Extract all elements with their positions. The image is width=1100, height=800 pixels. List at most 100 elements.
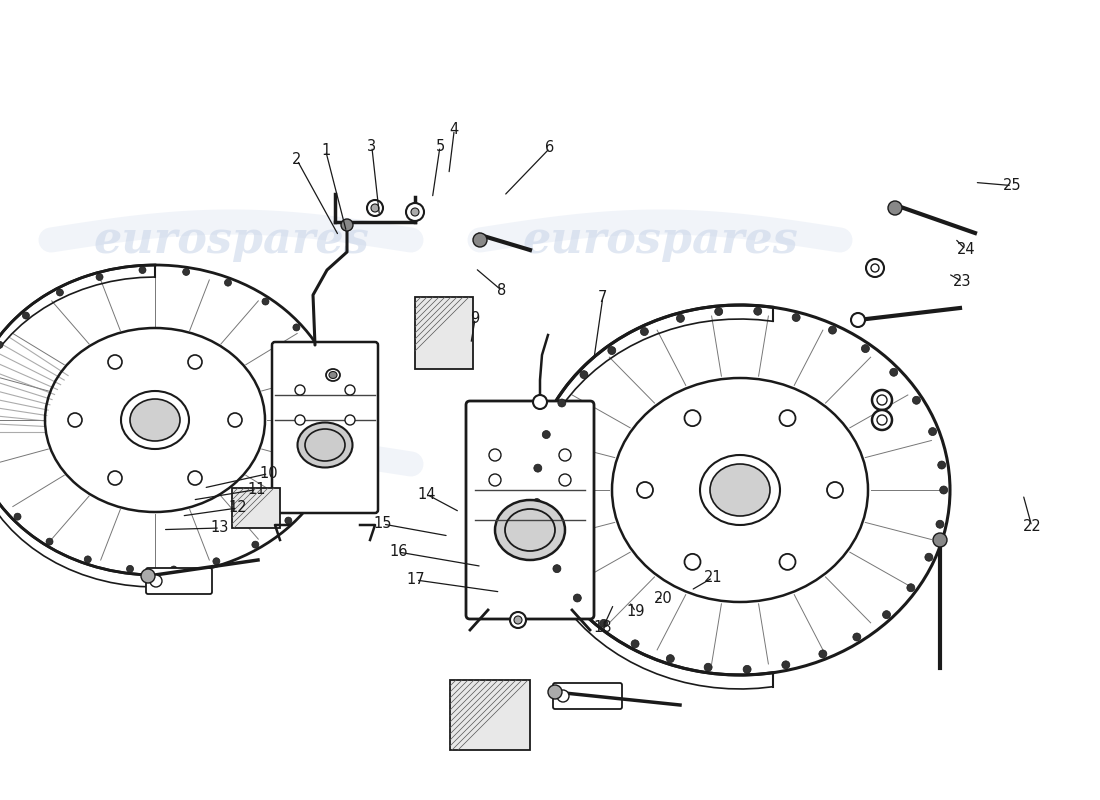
- Ellipse shape: [329, 371, 337, 378]
- Circle shape: [827, 482, 843, 498]
- Ellipse shape: [297, 422, 352, 467]
- Circle shape: [14, 513, 21, 520]
- Circle shape: [68, 413, 82, 427]
- Text: 11: 11: [248, 482, 265, 497]
- Circle shape: [411, 208, 419, 216]
- Circle shape: [316, 355, 322, 362]
- Circle shape: [637, 482, 653, 498]
- Circle shape: [295, 415, 305, 425]
- Circle shape: [150, 575, 162, 587]
- Circle shape: [684, 410, 701, 426]
- Circle shape: [534, 464, 542, 472]
- Circle shape: [341, 219, 353, 231]
- Ellipse shape: [530, 305, 950, 675]
- Text: 1: 1: [321, 143, 330, 158]
- Text: eurospares: eurospares: [522, 442, 798, 486]
- Circle shape: [473, 233, 487, 247]
- Circle shape: [85, 556, 91, 563]
- Circle shape: [139, 266, 146, 274]
- Circle shape: [866, 259, 884, 277]
- Circle shape: [345, 415, 355, 425]
- Circle shape: [542, 430, 550, 438]
- Circle shape: [782, 661, 790, 669]
- Circle shape: [559, 474, 571, 486]
- Circle shape: [861, 345, 869, 353]
- Circle shape: [228, 413, 242, 427]
- Circle shape: [744, 666, 751, 674]
- Text: 13: 13: [211, 521, 229, 535]
- Circle shape: [557, 690, 569, 702]
- Circle shape: [715, 307, 723, 315]
- Text: eurospares: eurospares: [94, 442, 368, 486]
- Circle shape: [631, 640, 639, 648]
- Circle shape: [704, 663, 712, 671]
- Ellipse shape: [326, 369, 340, 381]
- Ellipse shape: [495, 500, 565, 560]
- Circle shape: [640, 327, 648, 335]
- Circle shape: [933, 533, 947, 547]
- Text: eurospares: eurospares: [94, 218, 368, 262]
- Text: 3: 3: [367, 139, 376, 154]
- Circle shape: [326, 453, 332, 460]
- Circle shape: [559, 449, 571, 461]
- Circle shape: [828, 326, 836, 334]
- Circle shape: [676, 314, 684, 322]
- Circle shape: [925, 554, 933, 562]
- Circle shape: [553, 565, 561, 573]
- Circle shape: [295, 385, 305, 395]
- Circle shape: [539, 533, 547, 541]
- Circle shape: [262, 298, 270, 305]
- Circle shape: [818, 650, 827, 658]
- Circle shape: [882, 610, 891, 618]
- Circle shape: [510, 612, 526, 628]
- Circle shape: [224, 279, 231, 286]
- Circle shape: [188, 355, 202, 369]
- Circle shape: [608, 346, 616, 354]
- Circle shape: [580, 370, 588, 378]
- Text: 24: 24: [957, 242, 975, 257]
- Ellipse shape: [710, 464, 770, 516]
- Text: 15: 15: [374, 517, 392, 531]
- Text: 12: 12: [229, 501, 246, 515]
- Circle shape: [406, 203, 424, 221]
- Circle shape: [851, 313, 865, 327]
- Circle shape: [0, 342, 3, 348]
- Circle shape: [490, 474, 500, 486]
- Circle shape: [852, 633, 861, 641]
- Circle shape: [906, 584, 915, 592]
- Text: 18: 18: [594, 621, 612, 635]
- Circle shape: [684, 554, 701, 570]
- Text: 4: 4: [450, 122, 459, 137]
- Circle shape: [331, 417, 338, 423]
- FancyBboxPatch shape: [415, 297, 473, 369]
- Circle shape: [514, 616, 522, 624]
- Circle shape: [183, 269, 189, 275]
- Text: eurospares: eurospares: [522, 218, 798, 262]
- FancyBboxPatch shape: [466, 401, 594, 619]
- Circle shape: [792, 314, 800, 322]
- Circle shape: [532, 498, 541, 506]
- Text: 9: 9: [471, 311, 480, 326]
- Circle shape: [872, 410, 892, 430]
- Ellipse shape: [0, 265, 340, 575]
- Text: 19: 19: [627, 605, 645, 619]
- Circle shape: [310, 487, 317, 494]
- Circle shape: [126, 566, 133, 572]
- Circle shape: [573, 594, 581, 602]
- FancyBboxPatch shape: [272, 342, 378, 513]
- Text: 21: 21: [704, 570, 722, 585]
- Circle shape: [328, 390, 336, 398]
- Circle shape: [558, 399, 565, 407]
- Circle shape: [600, 619, 607, 627]
- Circle shape: [877, 415, 887, 425]
- Circle shape: [912, 396, 921, 404]
- Ellipse shape: [130, 399, 180, 441]
- Circle shape: [213, 558, 220, 565]
- Circle shape: [780, 410, 795, 426]
- Circle shape: [96, 274, 103, 281]
- Circle shape: [345, 385, 355, 395]
- Circle shape: [56, 289, 64, 296]
- Circle shape: [108, 471, 122, 485]
- Circle shape: [252, 541, 258, 548]
- Circle shape: [490, 449, 500, 461]
